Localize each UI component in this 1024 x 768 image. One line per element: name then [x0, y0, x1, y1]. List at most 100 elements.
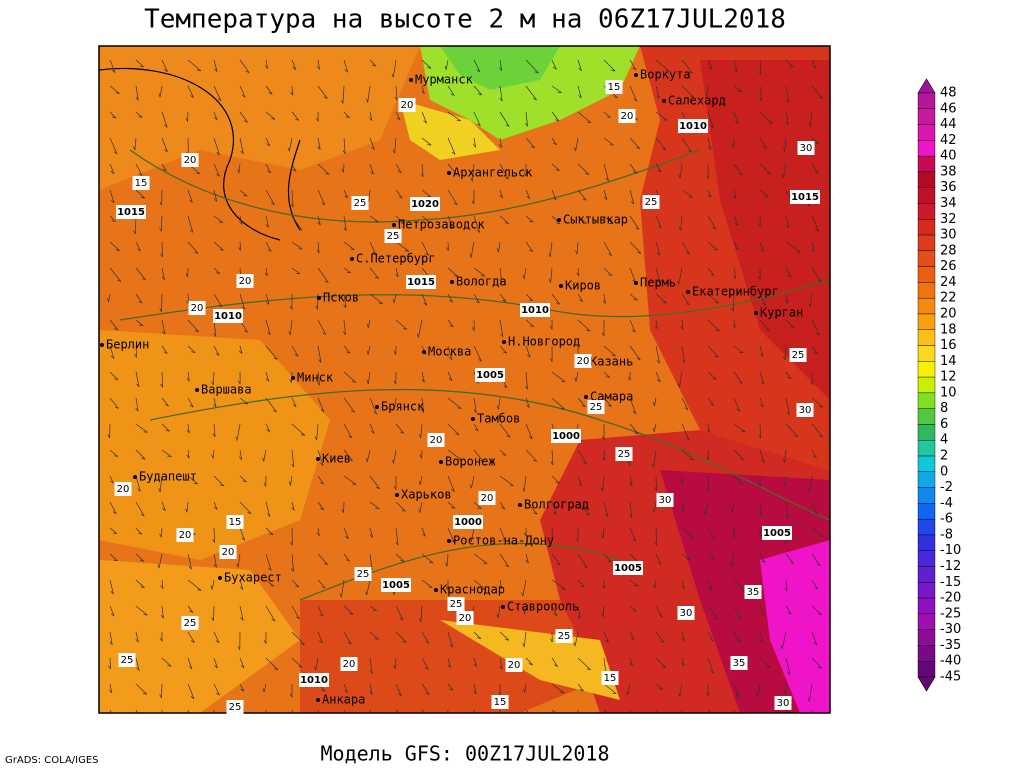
wind-arrow: [499, 293, 507, 302]
colorbar-label: -15: [940, 575, 961, 590]
wind-arrow: [707, 111, 714, 129]
wind-arrow: [265, 657, 279, 671]
contour-label: 30: [680, 608, 693, 619]
contour-label: 25: [354, 198, 367, 209]
contour-label: 25: [590, 402, 603, 413]
wind-arrow: [109, 579, 114, 595]
contour-label: 20: [430, 435, 443, 446]
wind-arrow: [213, 631, 220, 644]
contour-label-box: [236, 274, 254, 288]
wind-arrow: [159, 683, 163, 699]
wind-arrow: [681, 579, 685, 590]
colorbar-band: [917, 219, 936, 236]
wind-arrow: [291, 215, 303, 231]
wind-arrow: [811, 631, 818, 646]
colorbar-band: [917, 282, 936, 299]
wind-arrow: [759, 501, 763, 516]
wind-arrow: [340, 85, 345, 104]
contour-label-box: [789, 348, 807, 362]
wind-arrow: [733, 605, 742, 620]
wind-arrow: [395, 319, 408, 330]
wind-arrow: [369, 241, 377, 255]
wind-arrow: [759, 241, 764, 253]
wind-arrow: [705, 85, 709, 97]
wind-arrow: [655, 605, 663, 618]
wind-arrow: [213, 59, 218, 72]
contour-label: 25: [387, 231, 400, 242]
wind-arrow: [733, 215, 739, 226]
wind-arrow: [811, 163, 819, 174]
wind-arrow: [317, 475, 325, 485]
wind-arrow: [811, 59, 817, 69]
wind-arrow: [135, 319, 144, 327]
wind-arrow: [187, 579, 202, 591]
wind-arrow: [160, 371, 164, 388]
wind-arrow: [317, 319, 327, 336]
wind-arrow: [421, 397, 425, 413]
wind-arrow: [707, 631, 714, 642]
wind-arrow: [239, 293, 246, 310]
wind-arrow: [239, 189, 248, 197]
city-dot: [471, 417, 475, 421]
wind-arrow: [394, 85, 398, 101]
wind-arrow: [655, 111, 668, 121]
wind-arrow: [447, 423, 460, 436]
contour-label: 1000: [552, 431, 580, 442]
contour-label: 20: [222, 547, 235, 558]
colorbar-band: [917, 661, 936, 678]
wind-arrow: [187, 683, 195, 700]
wind-arrow: [781, 163, 787, 178]
wind-arrow: [759, 163, 772, 175]
wind-arrow: [681, 553, 691, 561]
wind-arrow: [447, 631, 454, 648]
contour-label: 15: [229, 517, 242, 528]
wind-arrow: [265, 605, 276, 622]
wind-arrow: [473, 267, 486, 277]
city-label: Ростов-на-Дону: [453, 534, 554, 548]
wind-arrow: [577, 59, 582, 72]
wind-arrow: [703, 501, 709, 515]
wind-arrow: [811, 137, 820, 145]
colorbar-label: 34: [940, 196, 957, 211]
wind-arrow: [548, 267, 553, 283]
wind-arrow: [603, 631, 609, 643]
wind-arrow: [109, 267, 122, 282]
wind-arrow: [265, 215, 269, 228]
wind-arrow: [707, 527, 716, 541]
hot-zone: [300, 600, 600, 713]
contour-label-box: [587, 400, 605, 414]
wind-arrow: [237, 371, 241, 385]
wind-arrow: [395, 163, 402, 174]
wind-arrow: [756, 683, 761, 697]
wind-arrow: [421, 371, 425, 383]
city-dot: [450, 280, 454, 284]
wind-arrow: [733, 85, 742, 92]
wind-arrow: [473, 293, 480, 304]
wind-arrow: [525, 293, 534, 302]
wind-arrow: [343, 605, 354, 615]
colorbar-cap: [917, 676, 936, 692]
map-labels: Мурманск Архангельск Воркута Салехард Петроз…: [100, 68, 820, 714]
wind-arrow: [706, 475, 710, 492]
contour-label-box: [381, 578, 411, 592]
wind-arrow: [469, 241, 475, 258]
wind-arrow: [681, 59, 693, 74]
wind-arrow: [395, 527, 399, 546]
contour-label: 25: [229, 702, 242, 713]
wind-arrow: [655, 267, 661, 284]
wind-arrow: [733, 449, 745, 461]
city-dot: [501, 605, 505, 609]
wind-arrow: [213, 111, 218, 121]
wind-arrow: [366, 371, 371, 385]
contour-label-box: [398, 98, 416, 112]
contour-label-box: [615, 447, 633, 461]
wind-arrow: [187, 397, 194, 408]
wind-arrow: [213, 137, 220, 156]
colorbar-band: [917, 534, 936, 551]
wind-arrow: [317, 345, 322, 363]
wind-arrow: [421, 683, 430, 695]
wind-arrow: [447, 527, 455, 543]
wind-arrow: [525, 85, 537, 101]
wind-arrow: [186, 371, 190, 382]
wind-arrow: [707, 189, 712, 198]
